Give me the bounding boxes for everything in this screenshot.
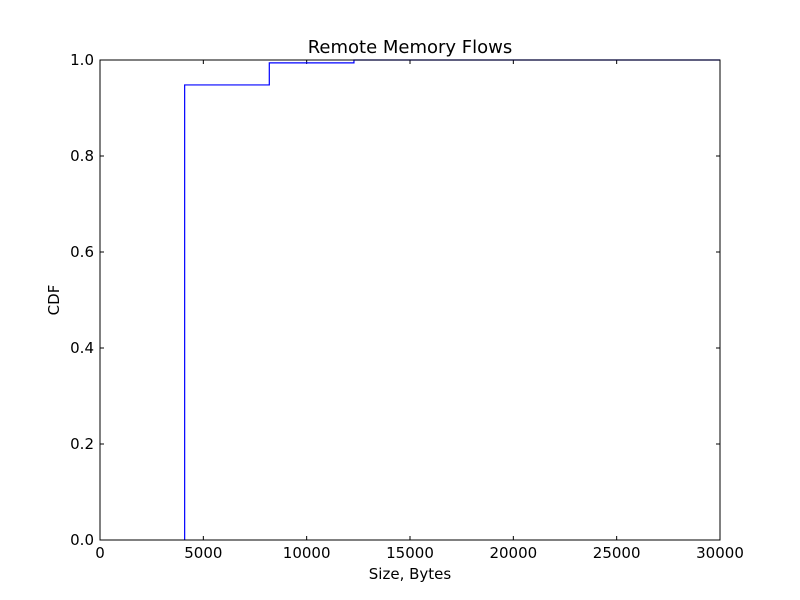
x-tick-label: 20000 — [489, 544, 537, 562]
y-tick-label: 0.4 — [70, 339, 94, 357]
y-axis-label: CDF — [45, 285, 63, 316]
plot-series — [184, 59, 720, 540]
x-tick-label: 25000 — [593, 544, 641, 562]
x-tick-label: 30000 — [696, 544, 744, 562]
cdf-step-line — [184, 59, 720, 540]
plot-frame — [99, 59, 721, 541]
axis-ticks: 0 5000 10000 15000 20000 25000 30000 0.0 0.2 0.4 0… — [70, 51, 744, 562]
x-tick-label: 5000 — [184, 544, 222, 562]
x-axis-label: Size, Bytes — [369, 565, 452, 583]
y-tick-label: 0.6 — [70, 243, 94, 261]
y-tick-label: 0.8 — [70, 147, 94, 165]
y-tick-label: 0.2 — [70, 435, 94, 453]
x-tick-label: 10000 — [283, 544, 331, 562]
y-tick-label: 0.0 — [70, 531, 94, 549]
x-tick-label: 0 — [95, 544, 105, 562]
chart-title: Remote Memory Flows — [308, 37, 513, 58]
x-tick-label: 15000 — [386, 544, 434, 562]
y-tick-label: 1.0 — [70, 51, 94, 69]
